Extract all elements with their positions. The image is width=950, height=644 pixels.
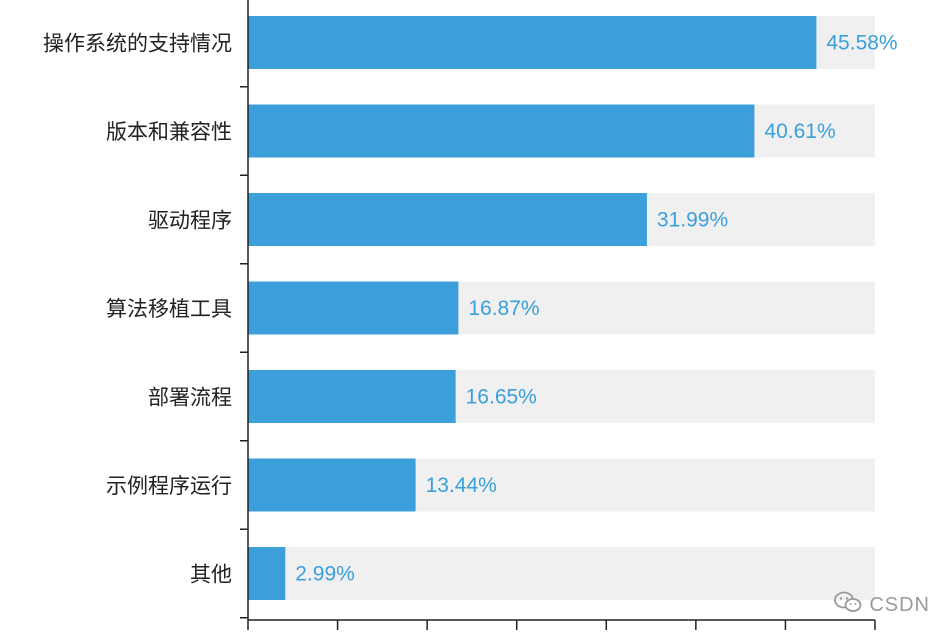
data-label: 16.87% <box>468 297 539 320</box>
value-labels: 45.58% 40.61% 31.99% 16.87% 16.65% 13.44% 2.99… <box>295 32 897 586</box>
watermark: CSDN <box>833 590 930 620</box>
data-label: 13.44% <box>426 474 497 497</box>
bar <box>248 193 647 246</box>
category-tick-label: 版本和兼容性 <box>106 120 232 144</box>
category-tick-label: 操作系统的支持情况 <box>43 32 232 56</box>
data-label: 40.61% <box>764 120 835 143</box>
data-label: 31.99% <box>657 209 728 232</box>
bar <box>248 370 456 423</box>
data-label: 2.99% <box>295 563 355 586</box>
bar <box>248 16 817 69</box>
category-tick-label: 驱动程序 <box>148 209 232 233</box>
data-label: 45.58% <box>826 32 897 55</box>
bar <box>248 547 286 600</box>
category-tick-label: 算法移植工具 <box>106 297 232 321</box>
data-label: 16.65% <box>466 386 537 409</box>
watermark-text: CSDN <box>869 593 930 616</box>
bar <box>248 458 416 512</box>
bar-track <box>248 547 875 600</box>
category-tick-label: 部署流程 <box>148 386 232 410</box>
category-tick-label: 示例程序运行 <box>106 474 232 498</box>
category-tick-label: 其他 <box>190 563 232 587</box>
bar <box>248 281 459 335</box>
bars <box>248 16 817 600</box>
wechat-icon <box>833 590 863 620</box>
axes <box>240 0 876 630</box>
bar <box>248 104 755 158</box>
